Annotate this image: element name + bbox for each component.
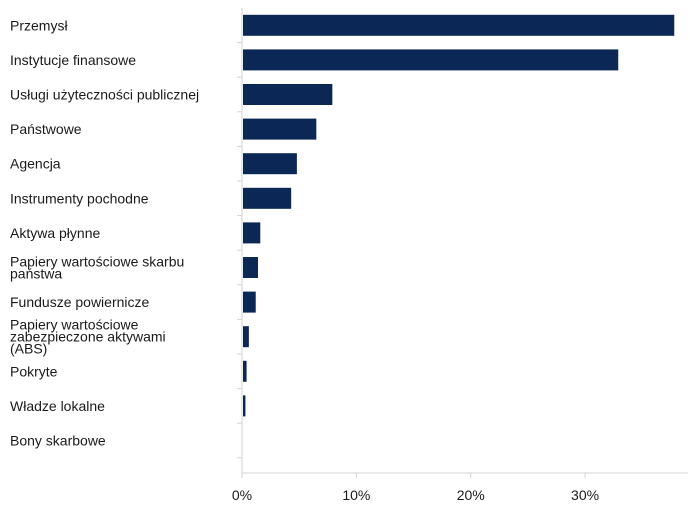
bar: [243, 395, 246, 417]
bar: [243, 118, 317, 140]
category-label: Państwowe: [10, 121, 82, 137]
axis: 0% 10% 20% 30%: [232, 8, 688, 503]
category-label: Aktywa płynne: [10, 225, 100, 241]
x-tick-label: 20%: [457, 487, 485, 503]
bar: [243, 360, 247, 382]
category-label: Pokryte: [10, 363, 58, 379]
category-labels: Przemysł Instytucje finansowe Usługi użyte…: [10, 17, 199, 448]
category-label: Papiery wartościowe skarbu państwa: [10, 254, 184, 282]
bar: [243, 291, 256, 313]
x-tick-label: 0%: [232, 487, 252, 503]
x-tick-label: 10%: [342, 487, 370, 503]
bar: [243, 14, 675, 36]
category-label: Usługi użyteczności publicznej: [10, 87, 199, 103]
category-label: Fundusze powiernicze: [10, 294, 150, 310]
category-label: Papiery wartościowe zabezpieczone aktywam…: [10, 317, 166, 357]
bar: [243, 153, 297, 175]
bar: [243, 326, 249, 348]
bar: [243, 187, 292, 209]
bars: [243, 14, 675, 417]
bar: [243, 257, 259, 278]
x-tick-label: 30%: [571, 487, 599, 503]
category-label: Bony skarbowe: [10, 433, 106, 449]
category-label: Instytucje finansowe: [10, 52, 136, 68]
category-label: Agencja: [10, 156, 61, 172]
category-label: Instrumenty pochodne: [10, 190, 149, 206]
category-label: Władze lokalne: [10, 398, 105, 414]
bar: [243, 222, 261, 244]
category-label: Przemysł: [10, 17, 68, 33]
bar: [243, 84, 333, 105]
bar: [243, 49, 619, 71]
